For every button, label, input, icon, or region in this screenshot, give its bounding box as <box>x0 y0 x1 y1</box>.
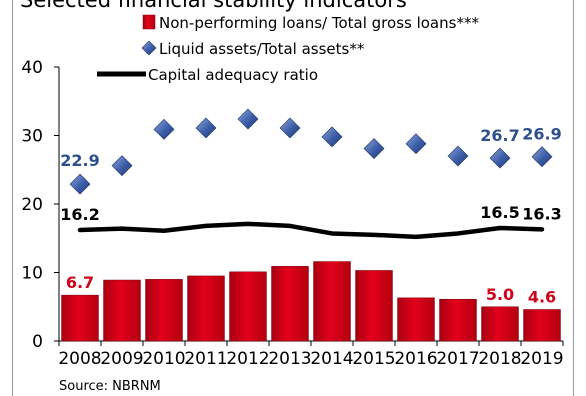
bar <box>481 306 519 342</box>
diamond-point <box>489 147 511 169</box>
data-labels: 6.7 5.0 4.6 22.9 26.7 26.9 16.2 16.5 16.3 <box>60 125 561 307</box>
x-tick-label: 2016 <box>394 349 437 369</box>
x-tick-label: 2008 <box>58 349 101 369</box>
line-series <box>77 221 545 240</box>
y-tick-label: 30 <box>21 127 43 147</box>
x-tick-label: 2014 <box>310 349 353 369</box>
axis-ticks: 0102030402008200920102011201220132014201… <box>21 58 563 369</box>
grid <box>54 66 564 346</box>
diamond-point <box>447 145 469 167</box>
diamond-point <box>405 133 427 155</box>
x-tick-label: 2013 <box>268 349 311 369</box>
chart-title: Selected financial stability indicators <box>20 0 407 12</box>
bar <box>355 270 393 342</box>
scatter-series <box>69 108 553 195</box>
y-tick-label: 10 <box>21 264 43 284</box>
bar <box>439 298 477 342</box>
data-label: 16.3 <box>522 204 561 223</box>
diamond-point <box>237 108 259 130</box>
x-tick-label: 2012 <box>226 349 269 369</box>
data-label: 6.7 <box>66 273 94 292</box>
x-tick-label: 2009 <box>100 349 143 369</box>
data-label: 26.7 <box>480 126 519 145</box>
diamond-point <box>279 117 301 139</box>
data-label: 16.2 <box>60 205 99 224</box>
legend: Non-performing loans/ Total gross loans*… <box>97 14 479 84</box>
capital-adequacy-line <box>77 221 545 240</box>
bar <box>229 271 267 342</box>
data-label: 22.9 <box>60 151 99 170</box>
bar <box>523 309 561 342</box>
bar <box>187 275 225 342</box>
bar <box>271 266 309 342</box>
y-tick-label: 40 <box>21 58 43 78</box>
bar <box>313 261 351 342</box>
x-tick-label: 2017 <box>436 349 479 369</box>
x-tick-label: 2018 <box>478 349 521 369</box>
legend-label: Non-performing loans/ Total gross loans*… <box>159 14 479 32</box>
y-tick-label: 0 <box>32 332 43 352</box>
frame-left-border <box>12 0 13 396</box>
legend-swatch-diamond <box>141 40 157 56</box>
data-label: 26.9 <box>522 125 561 144</box>
data-label: 4.6 <box>528 287 556 306</box>
diamond-point <box>69 173 91 195</box>
y-tick-label: 20 <box>21 195 43 215</box>
bar <box>103 279 141 342</box>
diamond-point <box>531 146 553 168</box>
x-tick-label: 2019 <box>520 349 563 369</box>
diamond-point <box>153 118 175 140</box>
bar <box>397 297 435 342</box>
diamond-point <box>111 155 133 177</box>
frame-right-border <box>573 0 574 396</box>
bar <box>145 279 183 342</box>
legend-swatch-bar <box>142 14 156 30</box>
bar-series <box>61 261 561 342</box>
source-note: Source: NBRNM <box>59 379 161 394</box>
x-tick-label: 2011 <box>184 349 227 369</box>
data-label: 5.0 <box>486 285 514 304</box>
legend-label: Liquid assets/Total assets** <box>159 40 365 58</box>
legend-label: Capital adequacy ratio <box>148 66 318 84</box>
x-tick-label: 2010 <box>142 349 185 369</box>
data-label: 16.5 <box>480 203 519 222</box>
bar <box>61 294 99 342</box>
x-tick-label: 2015 <box>352 349 395 369</box>
diamond-point <box>363 138 385 159</box>
diamond-point <box>195 117 217 139</box>
diamond-point <box>321 126 343 148</box>
